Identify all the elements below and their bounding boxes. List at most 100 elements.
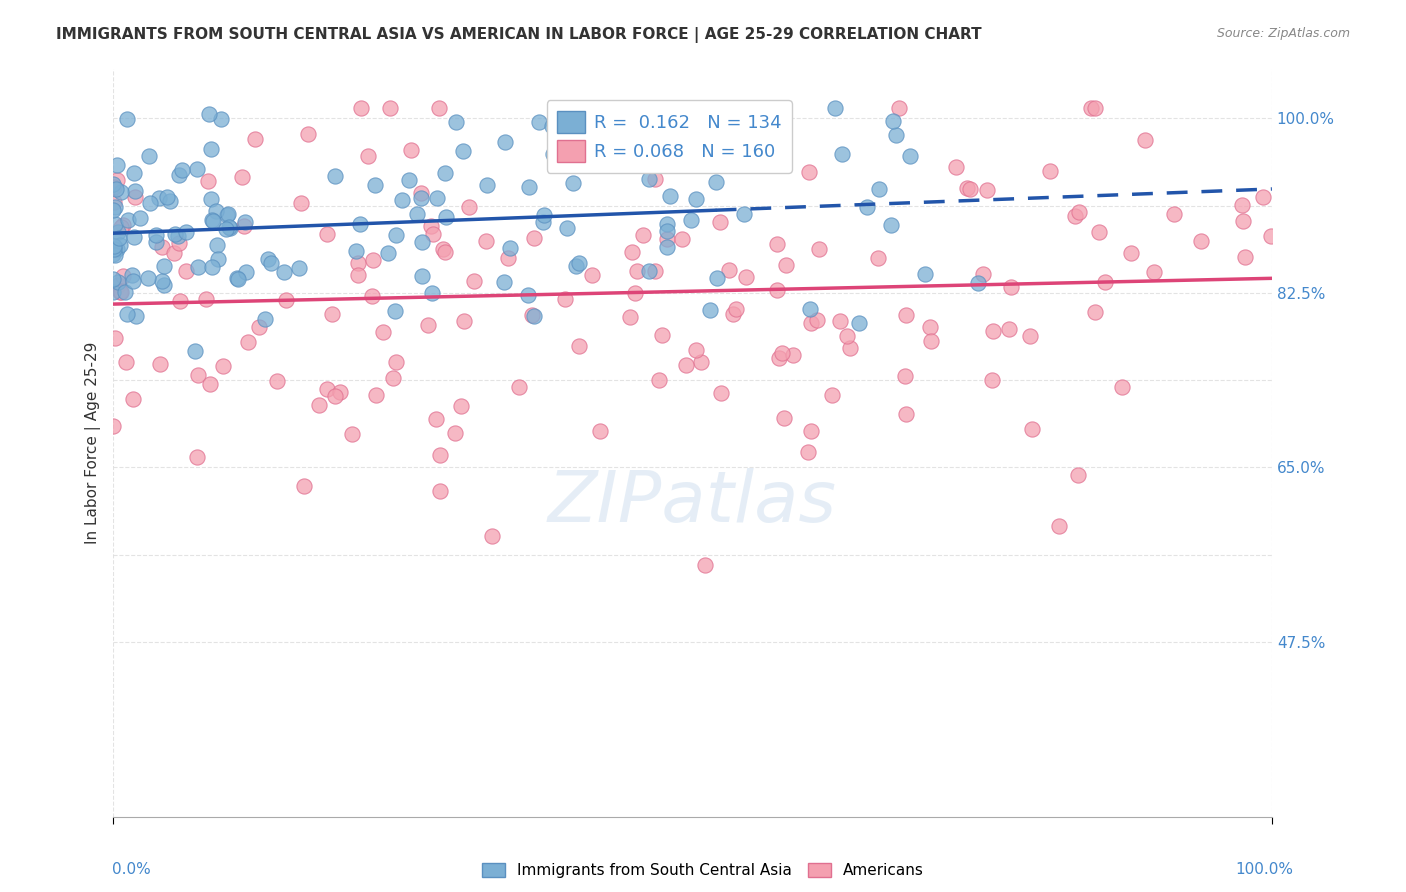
Point (209, 112, 232, 126)
Point (444, 115, 467, 129)
Point (799, 302, 821, 317)
Point (721, 307, 744, 321)
Point (898, 149, 921, 163)
Point (555, 221, 578, 235)
Point (644, 172, 666, 186)
Point (226, 270, 249, 285)
Point (215, 208, 238, 222)
Point (274, 293, 297, 308)
Point (884, 128, 907, 142)
Point (588, 424, 610, 438)
Point (533, 209, 555, 223)
Point (647, 373, 669, 387)
Point (831, 146, 853, 161)
Point (808, 242, 831, 256)
Point (145, 227, 167, 242)
Point (186, 450, 208, 464)
Point (187, 368, 209, 382)
Point (101, 419, 124, 434)
Point (117, 307, 139, 321)
Point (1080, 102, 1102, 116)
Point (107, 225, 129, 239)
Point (956, 181, 979, 195)
Point (429, 448, 451, 462)
Point (308, 398, 330, 412)
Point (1063, 210, 1085, 224)
Point (254, 312, 277, 326)
Point (110, 285, 132, 299)
Point (800, 424, 823, 438)
Point (105, 173, 128, 187)
Point (463, 274, 485, 288)
Point (704, 155, 727, 169)
Point (1163, 207, 1185, 221)
Point (382, 371, 405, 385)
Point (1232, 214, 1254, 228)
Point (101, 272, 124, 286)
Point (249, 319, 271, 334)
Point (824, 102, 846, 116)
Point (315, 382, 337, 396)
Point (406, 207, 429, 221)
Point (232, 219, 254, 233)
Point (765, 123, 787, 137)
Point (218, 220, 240, 235)
Point (202, 214, 225, 228)
Point (581, 268, 603, 282)
Point (170, 163, 193, 178)
Point (1000, 280, 1022, 294)
Point (1143, 265, 1166, 279)
Point (169, 293, 191, 308)
Point (205, 203, 228, 218)
Point (377, 246, 399, 260)
Point (782, 348, 804, 362)
Point (693, 558, 716, 572)
Point (384, 304, 406, 318)
Point (211, 359, 233, 373)
Point (398, 173, 420, 187)
Point (344, 244, 367, 258)
Point (838, 342, 860, 356)
Point (323, 169, 346, 183)
Point (149, 357, 172, 371)
Point (103, 195, 125, 210)
Point (868, 251, 890, 265)
Point (422, 285, 444, 300)
Point (124, 189, 146, 203)
Point (427, 102, 450, 116)
Point (1135, 133, 1157, 147)
Point (153, 259, 176, 273)
Point (418, 318, 440, 332)
Point (323, 389, 346, 403)
Point (385, 228, 408, 243)
Point (706, 270, 728, 285)
Point (976, 183, 998, 197)
Point (150, 239, 173, 253)
Point (115, 354, 138, 368)
Point (709, 215, 731, 229)
Legend: Immigrants from South Central Asia, Americans: Immigrants from South Central Asia, Amer… (477, 857, 929, 884)
Point (882, 113, 904, 128)
Point (855, 200, 877, 214)
Point (914, 267, 936, 281)
Point (136, 271, 159, 285)
Text: 100.0%: 100.0% (1236, 863, 1294, 877)
Point (297, 127, 319, 141)
Point (409, 186, 432, 201)
Point (675, 358, 697, 372)
Point (125, 309, 148, 323)
Point (152, 274, 174, 288)
Point (495, 136, 517, 150)
Point (260, 256, 283, 270)
Point (894, 407, 917, 421)
Point (207, 252, 229, 267)
Text: Source: ZipAtlas.com: Source: ZipAtlas.com (1216, 27, 1350, 40)
Point (316, 227, 339, 242)
Point (104, 247, 127, 261)
Point (1069, 205, 1091, 219)
Point (1067, 467, 1090, 482)
Text: ZIPatlas: ZIPatlas (548, 468, 837, 537)
Point (103, 179, 125, 194)
Point (717, 262, 740, 277)
Point (103, 285, 125, 300)
